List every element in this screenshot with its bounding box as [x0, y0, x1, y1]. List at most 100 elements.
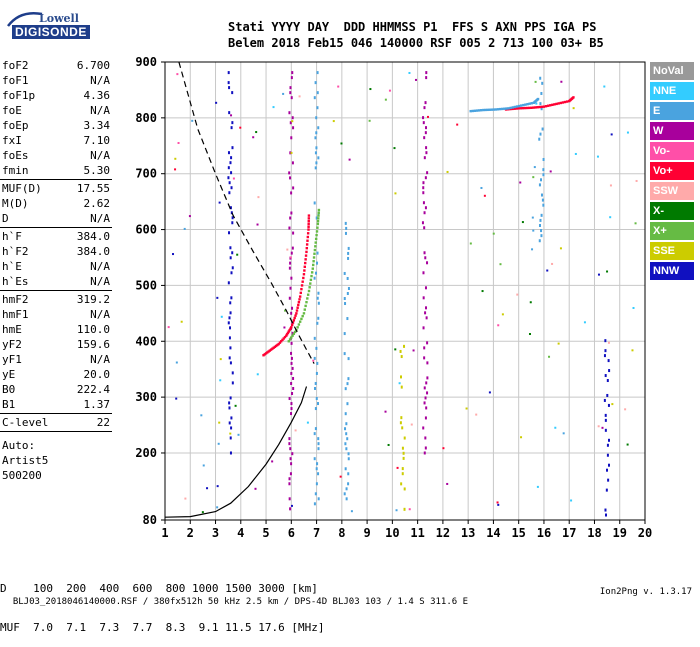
x-tick-label: 20: [638, 526, 652, 540]
noise-point: [456, 123, 459, 126]
echo-point: [540, 213, 543, 217]
echo-point: [289, 261, 292, 265]
echo-point: [401, 426, 404, 430]
echo-point: [315, 216, 318, 220]
ordinary-trace-point: [295, 309, 299, 312]
sporadic-trace-point: [517, 107, 520, 110]
echo-point: [315, 371, 318, 375]
echo-point: [292, 231, 295, 235]
echo-point: [426, 261, 429, 265]
ordinary-trace-point: [307, 222, 310, 226]
sporadic-trace-point: [515, 105, 519, 108]
ordinary-trace-point: [303, 269, 306, 272]
noise-point: [217, 442, 220, 445]
sporadic-trace-point: [509, 106, 512, 110]
sporadic-trace-point: [507, 107, 510, 110]
noise-point: [597, 425, 600, 428]
echo-point: [229, 346, 232, 350]
ordinary-trace-point: [298, 295, 302, 298]
extraordinary-trace-point: [317, 208, 321, 212]
echo-point: [229, 396, 232, 400]
echo-point: [347, 357, 350, 361]
x-tick-label: 6: [288, 526, 295, 540]
echo-point: [228, 111, 231, 115]
echo-point: [424, 416, 427, 420]
echo-point: [315, 482, 318, 486]
footer-file-info: BLJ03_2018046140000.RSF / 380fx512h 50 k…: [12, 597, 468, 607]
echo-point: [314, 81, 317, 85]
noise-point: [340, 142, 343, 145]
param-row: h`F2 384.0: [0, 244, 112, 259]
echo-point: [314, 386, 317, 390]
legend-item-e: E: [650, 102, 694, 120]
echo-point: [292, 126, 295, 130]
ordinary-trace-point: [264, 352, 268, 355]
noise-point: [554, 426, 557, 429]
echo-point: [231, 221, 234, 225]
electron-density-profile: [164, 386, 308, 518]
echo-point: [315, 116, 318, 120]
param-separator: [0, 413, 112, 414]
echo-point: [227, 166, 230, 170]
sporadic-trace-point: [559, 101, 562, 105]
echo-point: [423, 106, 426, 110]
legend-item-nne: NNE: [650, 82, 694, 100]
noise-point: [206, 487, 209, 490]
echo-point: [290, 402, 293, 406]
noise-point: [626, 131, 629, 134]
echo-point: [317, 497, 320, 501]
echo-point: [289, 447, 292, 451]
extraordinary-trace-point: [312, 260, 315, 263]
sporadic-trace-point: [503, 107, 506, 110]
param-name: foEs: [2, 149, 29, 162]
echo-point: [227, 151, 230, 155]
noise-point: [632, 306, 635, 309]
noise-point: [180, 320, 183, 323]
param-value: 110.0: [76, 323, 110, 336]
noise-point: [549, 170, 552, 173]
echo-point: [423, 451, 426, 455]
echo-point: [317, 442, 320, 446]
ordinary-trace-point: [281, 338, 284, 342]
ordinary-trace-point: [285, 334, 288, 337]
echo-point: [425, 381, 428, 385]
distance-row: D 100 200 400 600 800 1000 1500 3000 [km…: [0, 582, 318, 595]
param-row: foF2 6.700: [0, 58, 112, 73]
echo-point: [403, 436, 406, 440]
echo-point: [231, 91, 234, 95]
echo-point: [230, 426, 233, 430]
echo-point: [313, 336, 316, 340]
echo-point: [541, 198, 544, 202]
y-tick-label: 500: [135, 278, 157, 292]
echo-point: [423, 226, 426, 230]
param-value: 7.10: [83, 134, 111, 147]
echo-point: [403, 507, 406, 511]
noise-point: [229, 432, 232, 435]
sporadic-trace-point: [498, 107, 502, 111]
noise-point: [175, 397, 178, 400]
echo-point: [314, 427, 317, 431]
x-tick-label: 17: [562, 526, 576, 540]
echo-point: [229, 361, 232, 365]
param-row: M(D) 2.62: [0, 196, 112, 211]
noise-point: [177, 142, 180, 145]
x-tick-label: 8: [338, 526, 345, 540]
echo-point: [422, 326, 425, 330]
extraordinary-trace-point: [287, 340, 290, 343]
echo-point: [422, 201, 425, 205]
noise-point: [286, 248, 289, 251]
footer-version: Ion2Png v. 1.3.17: [599, 587, 692, 597]
echo-point: [231, 381, 234, 385]
noise-point: [606, 270, 609, 273]
noise-point: [446, 482, 449, 485]
ordinary-trace-point: [293, 316, 296, 320]
sporadic-trace-point: [490, 108, 493, 111]
x-tick-label: 16: [537, 526, 551, 540]
echo-point: [231, 371, 234, 375]
echo-point: [289, 216, 292, 220]
echo-point: [540, 229, 543, 233]
echo-point: [315, 346, 318, 350]
sporadic-trace-point: [525, 106, 529, 110]
noise-point: [609, 184, 612, 187]
y-tick-label: 900: [135, 55, 157, 69]
